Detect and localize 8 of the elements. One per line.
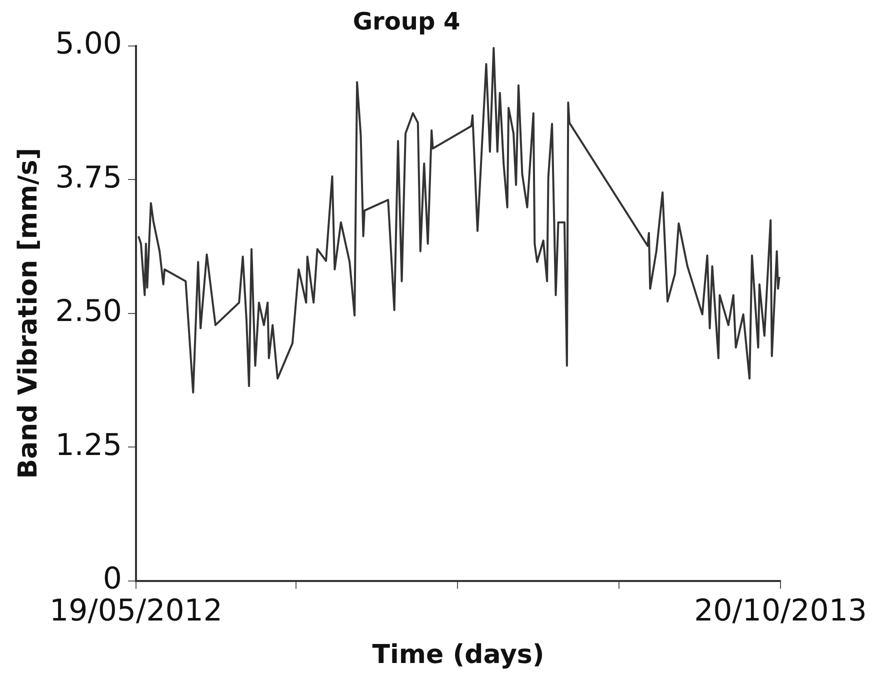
x-tick-label: 20/10/2013 xyxy=(694,594,868,629)
chart-title: Group 4 xyxy=(352,8,460,36)
x-axis-title: Time (days) xyxy=(372,640,544,670)
y-tick-label: 3.75 xyxy=(55,160,122,196)
y-tick-label: 2.50 xyxy=(55,294,122,330)
y-axis-title: Band Vibration [mm/s] xyxy=(13,148,44,479)
y-tick-label: 1.25 xyxy=(55,428,122,463)
y-tick-label: 5.00 xyxy=(55,26,122,62)
